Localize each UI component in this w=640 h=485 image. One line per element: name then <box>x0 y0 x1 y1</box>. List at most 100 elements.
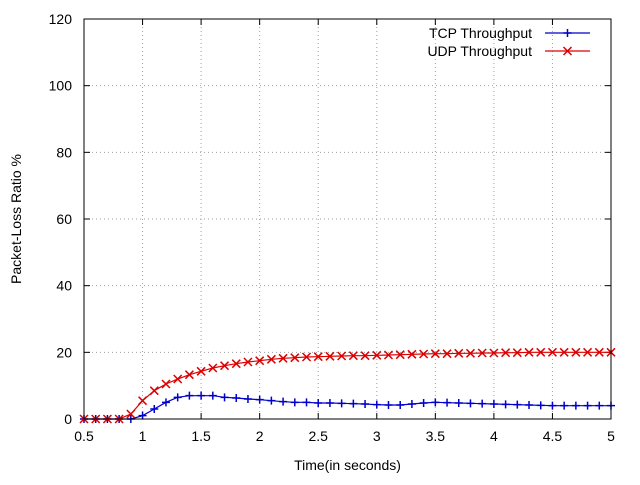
data-point-tcp <box>173 393 182 402</box>
data-point-tcp <box>372 400 381 409</box>
data-point-tcp <box>583 401 592 410</box>
tick-labels: 0.5 1 1.5 2 2.5 3 3.5 4 4.5 5 0 20 40 60 80 100 120 <box>49 11 615 444</box>
data-point-tcp <box>536 401 545 410</box>
data-point-tcp <box>325 399 334 407</box>
x-tick-label: 5 <box>607 428 615 444</box>
data-point-tcp <box>513 400 522 409</box>
plot-frame <box>83 18 612 420</box>
data-point-tcp <box>478 399 487 408</box>
series-udp <box>79 347 616 424</box>
data-point-udp <box>208 363 218 373</box>
data-point-tcp <box>279 397 288 406</box>
data-point-tcp <box>489 400 498 408</box>
data-point-udp <box>571 347 581 357</box>
data-point-tcp <box>302 398 311 407</box>
data-point-tcp <box>197 391 206 400</box>
data-point-tcp <box>419 399 428 407</box>
data-point-udp <box>173 374 183 384</box>
data-point-tcp <box>267 396 276 405</box>
grid <box>84 19 611 419</box>
data-point-tcp <box>208 391 217 400</box>
data-point-udp <box>372 350 382 360</box>
data-point-tcp <box>407 400 416 408</box>
data-point-udp <box>559 347 569 357</box>
legend: TCP Throughput UDP Throughput <box>427 25 590 59</box>
legend-label-tcp: TCP Throughput <box>429 25 532 41</box>
data-point-udp <box>196 366 206 376</box>
data-point-tcp <box>220 393 229 402</box>
data-point-udp <box>337 351 347 361</box>
y-tick-label: 60 <box>56 211 72 227</box>
data-point-tcp <box>349 399 358 408</box>
axis-ticks <box>83 18 612 420</box>
data-point-udp <box>161 379 171 389</box>
data-point-udp <box>407 349 417 359</box>
y-tick-label: 80 <box>56 144 72 160</box>
data-point-udp <box>348 351 358 361</box>
data-point-udp <box>313 352 323 362</box>
y-tick-label: 20 <box>56 344 72 360</box>
data-point-tcp <box>396 401 405 409</box>
y-axis-title: Packet-Loss Ratio % <box>8 154 24 284</box>
x-tick-label: 1.5 <box>191 428 211 444</box>
data-point-tcp <box>595 401 604 410</box>
data-point-tcp <box>337 399 346 408</box>
data-point-tcp <box>232 394 241 402</box>
data-point-udp <box>465 348 475 358</box>
data-point-udp <box>536 347 546 357</box>
data-point-udp <box>524 347 534 357</box>
legend-label-udp: UDP Throughput <box>427 43 532 59</box>
x-tick-label: 2.5 <box>308 428 328 444</box>
x-tick-label: 4 <box>490 428 498 444</box>
data-point-tcp <box>571 401 580 410</box>
y-tick-label: 0 <box>64 411 72 427</box>
data-point-tcp <box>150 405 159 413</box>
x-tick-label: 2 <box>256 428 264 444</box>
data-point-udp <box>243 357 253 367</box>
data-point-udp <box>278 353 288 363</box>
y-tick-label: 100 <box>49 78 73 94</box>
x-tick-label: 1 <box>139 428 147 444</box>
data-point-tcp <box>466 399 475 408</box>
data-point-udp <box>442 349 452 359</box>
data-point-tcp <box>314 399 323 407</box>
data-point-tcp <box>384 401 393 409</box>
data-point-tcp <box>431 398 440 407</box>
data-point-tcp <box>361 400 370 408</box>
data-point-udp <box>547 347 557 357</box>
data-point-tcp <box>138 411 147 420</box>
x-tick-label: 3.5 <box>426 428 446 444</box>
data-point-udp <box>255 356 265 366</box>
data-point-udp <box>454 348 464 358</box>
series-line-tcp <box>84 395 611 420</box>
data-point-udp <box>290 353 300 363</box>
data-point-udp <box>512 348 522 358</box>
data-point-tcp <box>290 398 299 407</box>
data-point-tcp <box>548 401 557 410</box>
data-point-udp <box>149 386 159 396</box>
data-point-udp <box>220 361 230 371</box>
data-point-udp <box>583 347 593 357</box>
series-line-udp <box>84 351 611 420</box>
legend-marker-tcp <box>563 29 572 37</box>
y-tick-label: 120 <box>49 11 73 27</box>
x-tick-label: 4.5 <box>543 428 563 444</box>
data-point-tcp <box>243 395 252 403</box>
data-point-udp <box>489 348 499 358</box>
data-point-tcp <box>454 399 463 407</box>
data-point-udp <box>430 349 440 359</box>
legend-marker-udp <box>562 46 573 56</box>
data-point-udp <box>126 409 136 419</box>
series-layer <box>79 347 616 424</box>
data-point-udp <box>266 354 276 364</box>
x-tick-label: 0.5 <box>74 428 94 444</box>
data-point-tcp <box>560 401 569 410</box>
data-point-udp <box>395 350 405 360</box>
data-point-tcp <box>525 401 534 409</box>
data-point-tcp <box>255 395 264 404</box>
data-point-tcp <box>443 398 452 407</box>
data-point-udp <box>184 370 194 380</box>
data-point-udp <box>383 350 394 360</box>
